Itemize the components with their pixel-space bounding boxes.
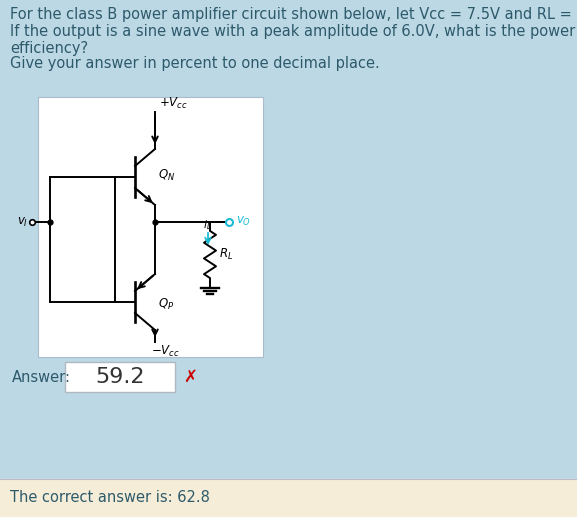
Text: The correct answer is: 62.8: The correct answer is: 62.8 bbox=[10, 491, 210, 506]
Text: $v_O$: $v_O$ bbox=[236, 215, 251, 227]
Text: $R_L$: $R_L$ bbox=[219, 247, 233, 262]
Text: ✗: ✗ bbox=[183, 368, 197, 386]
Text: $Q_P$: $Q_P$ bbox=[158, 296, 174, 312]
Bar bbox=[0, 479, 577, 517]
Text: $i_L$: $i_L$ bbox=[203, 218, 212, 232]
Text: Give your answer in percent to one decimal place.: Give your answer in percent to one decim… bbox=[10, 56, 380, 71]
Text: For the class B power amplifier circuit shown below, let Vcc = 7.5V and RL = 5 Ω: For the class B power amplifier circuit … bbox=[10, 7, 577, 22]
Text: $Q_N$: $Q_N$ bbox=[158, 168, 175, 183]
Text: efficiency?: efficiency? bbox=[10, 41, 88, 56]
Text: $-V_{cc}$: $-V_{cc}$ bbox=[151, 344, 180, 359]
Text: If the output is a sine wave with a peak amplitude of 6.0V, what is the power co: If the output is a sine wave with a peak… bbox=[10, 24, 577, 39]
Text: $+V_{cc}$: $+V_{cc}$ bbox=[159, 96, 188, 111]
Text: 59.2: 59.2 bbox=[95, 367, 145, 387]
Text: Answer:: Answer: bbox=[12, 370, 71, 385]
Text: $v_I$: $v_I$ bbox=[17, 216, 28, 229]
Bar bbox=[65, 362, 175, 392]
Bar bbox=[38, 97, 263, 357]
